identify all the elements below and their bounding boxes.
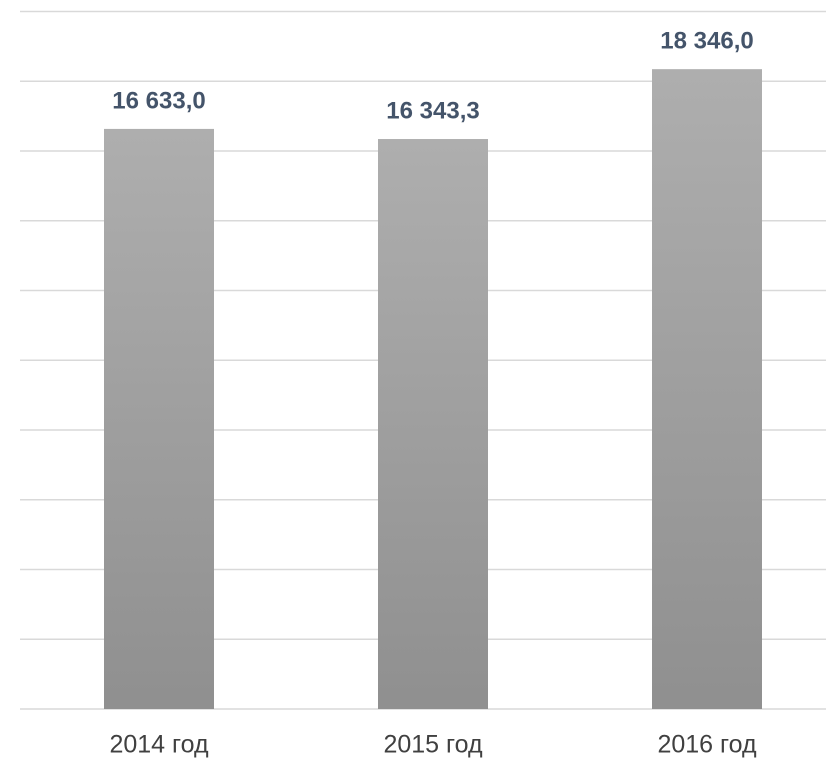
x-tick-label: 2015 год [383,731,482,759]
x-tick-label: 2016 год [657,731,756,759]
bar-shade [378,139,488,710]
bar-shade [652,69,762,710]
data-label: 16 633,0 [112,87,205,114]
bar-shade [104,128,214,709]
data-label: 18 346,0 [660,28,753,55]
data-label: 16 343,3 [386,97,479,124]
x-tick-label: 2014 год [109,731,208,759]
